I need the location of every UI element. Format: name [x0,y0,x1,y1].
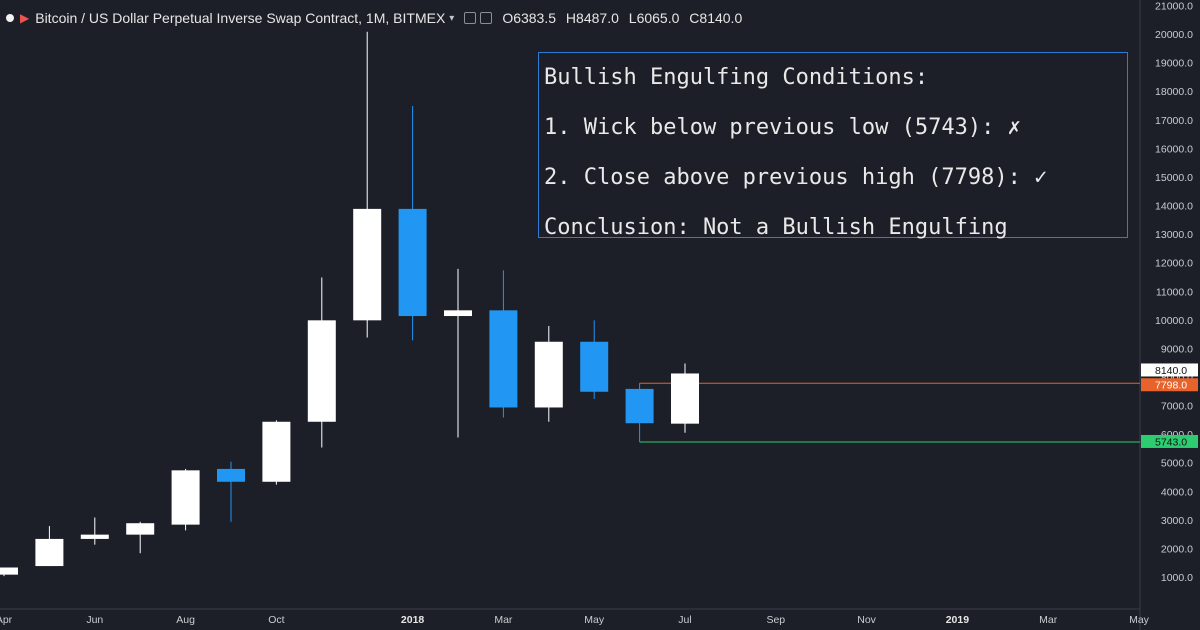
bullish-candle [353,208,382,321]
time-tick-label: Oct [268,614,284,626]
bullish-candle [171,470,200,525]
bullish-candle [80,534,109,539]
symbol-title[interactable]: Bitcoin / US Dollar Perpetual Inverse Sw… [35,10,446,26]
price-tick-label: 4000.0 [1161,486,1193,498]
price-tick-label: 7000.0 [1161,401,1193,413]
chevron-down-icon[interactable]: ▾ [449,12,455,24]
price-tick-label: 13000.0 [1155,229,1193,241]
candles [0,31,699,577]
time-tick-label: May [1129,614,1150,626]
low-price-tag-label: 5743.0 [1155,436,1187,448]
high-price-tag-label: 7798.0 [1155,380,1187,392]
time-tick-label: Aug [176,614,195,626]
low-price-tag [1141,434,1198,448]
price-tick-label: 1000.0 [1161,572,1193,584]
price-tick-label: 2000.0 [1161,543,1193,555]
annotation-condition-1: 1. Wick below previous low (5743): ✗ [544,115,1021,140]
time-tick-label: Mar [494,614,513,626]
low-label: L [628,10,637,26]
bullish-candle [262,421,291,482]
red-flag-icon[interactable]: ▶ [20,11,30,25]
open-value: 6383.5 [513,10,557,26]
ohlc-values: O6383.5 H8487.0 L6065.0 C8140.0 [502,10,748,26]
close-price-tag [1141,363,1198,377]
annotation-heading: Bullish Engulfing Conditions: [544,65,929,90]
bullish-candle [534,341,563,408]
price-labels: 8140.0 7798.0 5743.0 [1141,363,1198,448]
bullish-candle [35,538,64,567]
high-value: 8487.0 [576,10,619,26]
price-tick-label: 19000.0 [1155,58,1193,70]
annotation-conclusion: Conclusion: Not a Bullish Engulfing [544,215,1008,240]
price-tick-label: 9000.0 [1161,343,1193,355]
bearish-candle [625,388,654,424]
time-tick-label: May [584,614,605,626]
open-label: O [502,10,514,26]
price-tick-label: 20000.0 [1155,29,1193,41]
time-tick-label: 2019 [946,614,970,626]
close-price-tag-label: 8140.0 [1155,365,1187,377]
settings-icon[interactable] [480,12,493,24]
time-tick-label: Jul [678,614,691,626]
bullish-candle [0,567,18,575]
time-tick-label: Apr [0,614,13,626]
annotation-condition-2: 2. Close above previous high (7798): ✓ [544,165,1048,190]
close-label: C [689,10,700,26]
bullish-candle [307,320,336,422]
time-tick-label: Mar [1039,614,1058,626]
price-tick-label: 5000.0 [1161,458,1193,470]
chart-header: ▶ Bitcoin / US Dollar Perpetual Inverse … [0,0,1140,36]
bearish-candle [580,341,609,392]
horizontal-lines [639,382,1140,443]
bullish-candle [671,373,699,424]
price-tick-label: 14000.0 [1155,201,1193,213]
status-dot-icon [6,14,14,22]
time-tick-label: Nov [857,614,876,626]
price-tick-label: 18000.0 [1155,86,1193,98]
bullish-candle [126,523,155,535]
close-value: 8140.0 [699,10,743,26]
price-tick-label: 10000.0 [1155,315,1193,327]
time-tick-label: Jun [86,614,103,626]
high-label: H [565,10,577,26]
price-tick-label: 11000.0 [1156,286,1193,298]
high-price-tag [1141,378,1198,392]
price-tick-label: 16000.0 [1155,143,1193,155]
bearish-candle [217,468,245,482]
time-tick-label: Sep [766,614,785,626]
low-value: 6065.0 [636,10,680,26]
price-tick-label: 3000.0 [1161,515,1193,527]
bearish-candle [489,310,518,408]
time-axis[interactable]: Apr Jun Aug Oct 2018 Mar May Jul Sep Nov 2019 Mar Ma… [0,614,1150,626]
time-tick-label: 2018 [401,614,425,626]
price-tick-label: 12000.0 [1155,258,1193,270]
price-tick-label: 17000.0 [1155,115,1193,127]
hide-icon[interactable] [464,12,477,24]
price-tick-label: 15000.0 [1155,172,1193,184]
annotation-box[interactable]: Bullish Engulfing Conditions: 1. Wick be… [538,52,1128,240]
bullish-candle [444,310,472,317]
bearish-candle [398,208,427,317]
price-tick-label: 21000.0 [1155,1,1193,13]
price-axis[interactable]: 1000.02000.03000.04000.05000.06000.07000… [1155,1,1193,585]
